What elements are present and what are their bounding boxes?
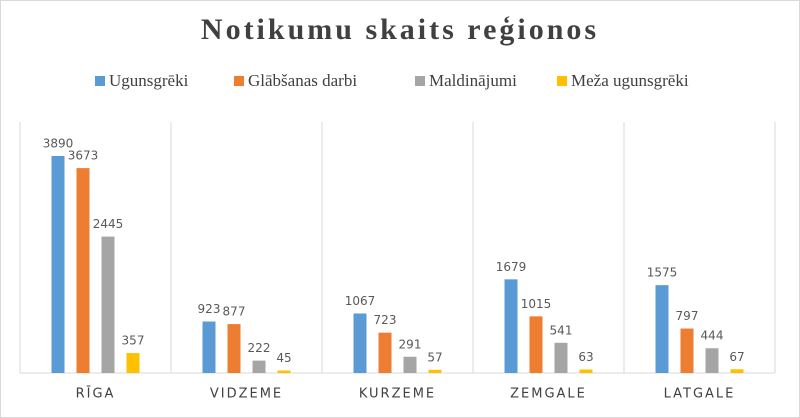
data-label: 877 xyxy=(223,305,246,319)
data-label: 1015 xyxy=(521,297,552,311)
data-label: 3673 xyxy=(68,149,99,163)
bar xyxy=(277,370,291,373)
x-tick-label: KURZEME xyxy=(359,387,436,402)
data-label: 1067 xyxy=(345,294,376,308)
data-label: 67 xyxy=(729,350,744,364)
legend-label: Meža ugunsgrēki xyxy=(571,71,689,90)
bar xyxy=(655,285,669,373)
data-label: 444 xyxy=(701,329,724,343)
bar xyxy=(101,236,115,373)
bar xyxy=(680,328,694,373)
legend-swatch xyxy=(415,76,425,86)
data-label: 541 xyxy=(550,323,573,337)
data-label: 723 xyxy=(374,313,397,327)
bar xyxy=(76,168,90,373)
data-label: 2445 xyxy=(93,217,124,231)
bar xyxy=(504,279,518,373)
legend-label: Ugunsgrēki xyxy=(109,71,189,90)
bar xyxy=(403,356,417,373)
legend-swatch xyxy=(234,76,244,86)
bar xyxy=(126,353,140,373)
bar xyxy=(579,369,593,373)
x-tick-label: ZEMGALE xyxy=(510,387,587,402)
data-label: 1679 xyxy=(496,260,527,274)
bar xyxy=(529,316,543,373)
data-label: 63 xyxy=(578,350,593,364)
bar xyxy=(51,156,65,373)
data-label: 57 xyxy=(427,350,442,364)
data-label: 3890 xyxy=(43,137,74,151)
legend-swatch xyxy=(95,76,105,86)
bar xyxy=(378,332,392,373)
legend-swatch xyxy=(557,76,567,86)
data-label: 291 xyxy=(399,337,422,351)
data-label: 357 xyxy=(122,334,145,348)
data-label: 222 xyxy=(248,341,271,355)
chart-title: Notikumu skaits reģionos xyxy=(201,13,599,46)
bar xyxy=(252,360,266,373)
x-tick-label: RĪGA xyxy=(76,387,116,402)
bar xyxy=(705,348,719,373)
bar xyxy=(227,324,241,373)
x-tick-label: LATGALE xyxy=(664,387,736,402)
bar xyxy=(353,313,367,373)
legend-label: Glābšanas darbi xyxy=(248,71,357,90)
data-label: 923 xyxy=(198,302,221,316)
bar xyxy=(730,369,744,373)
data-label: 797 xyxy=(676,309,699,323)
bar xyxy=(428,369,442,373)
x-tick-label: VIDZEME xyxy=(210,387,283,402)
data-label: 1575 xyxy=(647,266,678,280)
bar xyxy=(202,321,216,373)
legend-label: Maldinājumi xyxy=(429,71,517,90)
bar xyxy=(554,342,568,373)
data-label: 45 xyxy=(276,351,291,365)
